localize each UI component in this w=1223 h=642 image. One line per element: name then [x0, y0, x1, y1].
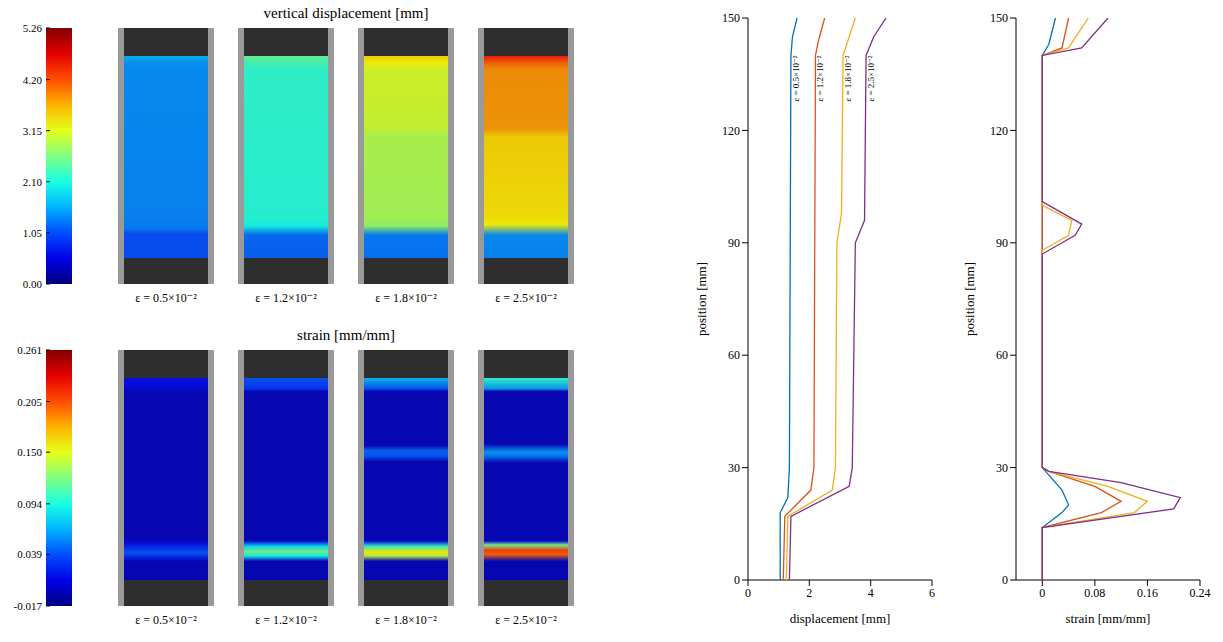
- svg-text:90: 90: [996, 236, 1008, 250]
- svg-text:4.20: 4.20: [23, 74, 43, 86]
- svg-text:ε = 1.2×10⁻²: ε = 1.2×10⁻²: [255, 291, 317, 305]
- svg-text:0.08: 0.08: [1084, 586, 1105, 600]
- svg-text:5.26: 5.26: [23, 22, 43, 34]
- svg-text:ε = 1.2×10⁻²: ε = 1.2×10⁻²: [815, 55, 825, 101]
- svg-text:90: 90: [728, 236, 740, 250]
- svg-text:4: 4: [868, 586, 874, 600]
- svg-text:ε = 1.8×10⁻²: ε = 1.8×10⁻²: [843, 55, 853, 101]
- svg-text:0.00: 0.00: [23, 278, 43, 290]
- svg-text:strain [mm/mm]: strain [mm/mm]: [1066, 611, 1151, 626]
- svg-text:0.039: 0.039: [17, 548, 42, 560]
- svg-text:0.205: 0.205: [17, 396, 42, 408]
- svg-text:1.05: 1.05: [23, 227, 43, 239]
- svg-text:120: 120: [722, 124, 740, 138]
- svg-text:30: 30: [728, 461, 740, 475]
- svg-text:ε = 0.5×10⁻²: ε = 0.5×10⁻²: [135, 613, 197, 627]
- svg-text:2: 2: [806, 586, 812, 600]
- svg-text:ε = 1.8×10⁻²: ε = 1.8×10⁻²: [375, 613, 437, 627]
- svg-text:displacement [mm]: displacement [mm]: [790, 611, 891, 626]
- svg-text:-0.017: -0.017: [14, 600, 43, 612]
- svg-text:0: 0: [745, 586, 751, 600]
- svg-text:ε = 2.5×10⁻²: ε = 2.5×10⁻²: [866, 55, 876, 101]
- svg-text:position [mm]: position [mm]: [962, 262, 977, 336]
- svg-text:120: 120: [990, 124, 1008, 138]
- svg-text:60: 60: [996, 348, 1008, 362]
- svg-text:6: 6: [929, 586, 935, 600]
- svg-text:ε = 0.5×10⁻²: ε = 0.5×10⁻²: [791, 55, 801, 101]
- svg-text:0: 0: [1039, 586, 1045, 600]
- svg-text:0.24: 0.24: [1190, 586, 1211, 600]
- svg-text:ε = 1.8×10⁻²: ε = 1.8×10⁻²: [375, 291, 437, 305]
- svg-text:0: 0: [1002, 573, 1008, 587]
- svg-text:150: 150: [990, 11, 1008, 25]
- svg-text:strain [mm/mm]: strain [mm/mm]: [297, 327, 395, 343]
- svg-text:vertical displacement [mm]: vertical displacement [mm]: [264, 5, 429, 21]
- svg-text:position [mm]: position [mm]: [694, 262, 709, 336]
- svg-text:0.261: 0.261: [17, 344, 42, 356]
- svg-text:150: 150: [722, 11, 740, 25]
- svg-text:3.15: 3.15: [23, 125, 43, 137]
- svg-text:60: 60: [728, 348, 740, 362]
- svg-text:ε = 0.5×10⁻²: ε = 0.5×10⁻²: [135, 291, 197, 305]
- svg-text:0: 0: [734, 573, 740, 587]
- svg-text:2.10: 2.10: [23, 176, 43, 188]
- svg-text:30: 30: [996, 461, 1008, 475]
- svg-text:ε = 1.2×10⁻²: ε = 1.2×10⁻²: [255, 613, 317, 627]
- svg-text:0.094: 0.094: [17, 498, 42, 510]
- svg-text:0.16: 0.16: [1137, 586, 1158, 600]
- svg-text:ε = 2.5×10⁻²: ε = 2.5×10⁻²: [495, 613, 557, 627]
- svg-text:ε = 2.5×10⁻²: ε = 2.5×10⁻²: [495, 291, 557, 305]
- svg-text:0.150: 0.150: [17, 446, 42, 458]
